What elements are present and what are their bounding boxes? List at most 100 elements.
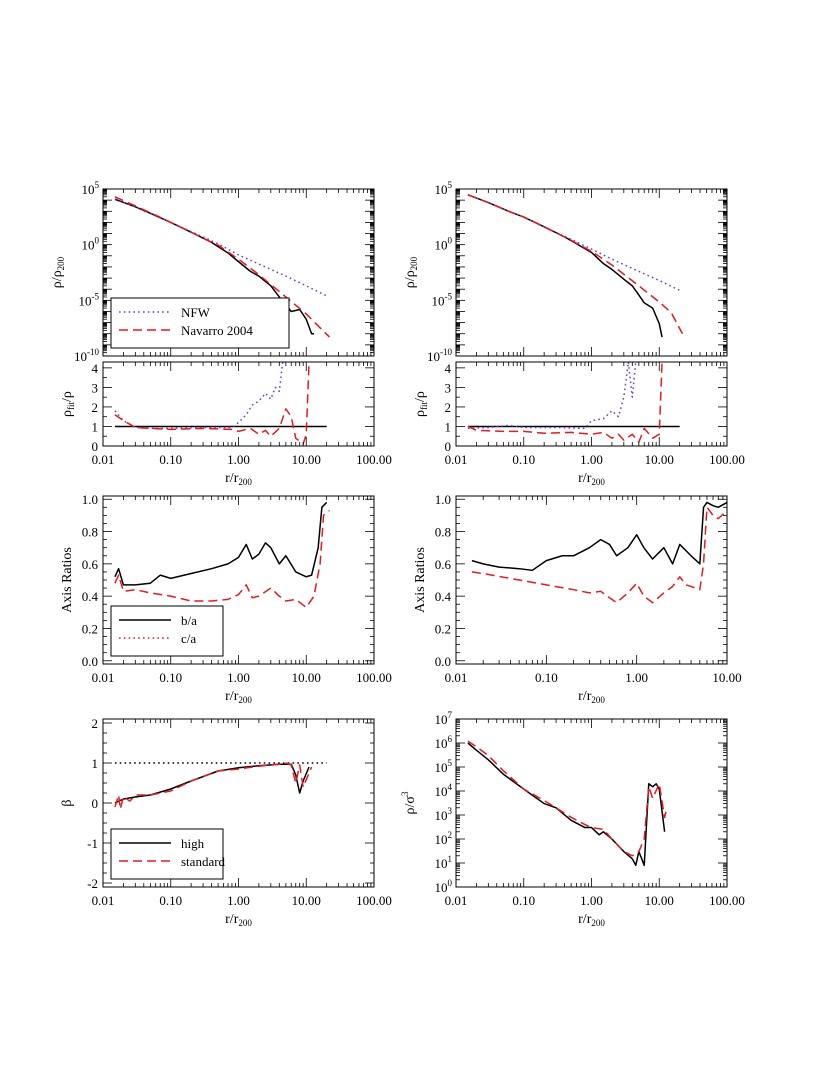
y-tick-label: 0 [92, 796, 99, 811]
y-tick-label: 4 [445, 361, 452, 376]
y-tick-label: 1.0 [82, 492, 98, 507]
y-tick-label: 4 [92, 361, 99, 376]
y-tick-label: 0.4 [435, 589, 452, 604]
y-tick-label: -1 [87, 836, 98, 851]
x-tick-label: 1.00 [227, 893, 250, 908]
series-group [114, 762, 327, 810]
ticks [102, 719, 375, 887]
y-tick-label: 100 [435, 878, 453, 895]
x-tick-label: 100.00 [709, 452, 745, 467]
x-axis-label: r/r200 [578, 471, 605, 487]
y-tick-label: 105 [435, 758, 453, 775]
panel-p6: 0.01 0.10 1.00 10.00 0.0 0.2 0.4 0.6 0.8 1.0 r/r20… [413, 492, 742, 705]
ticks [102, 496, 375, 664]
y-axis-label: ρfit/ρ [60, 391, 76, 417]
x-axis-label: r/r200 [225, 689, 252, 705]
y-tick-label: 3 [445, 380, 452, 395]
panel-p8: 0.01 0.10 1.00 10.00 100.00 107 106 105 104 103 10… [400, 710, 745, 928]
y-tick-label: 0.8 [435, 525, 451, 540]
series-line-1 [114, 509, 330, 609]
series-line-2 [114, 362, 310, 445]
ticks [455, 496, 728, 664]
x-tick-label: 0.10 [535, 670, 558, 685]
x-tick-label: 10.00 [712, 670, 741, 685]
legend: high standard [110, 828, 226, 880]
panel-p4: 0.01 0.10 1.00 10.00 100.00 0 1 2 3 4 r/r200 ρfit/ρ [413, 361, 745, 487]
series-group [467, 194, 684, 338]
x-tick-label: 10.00 [292, 452, 321, 467]
ticks [455, 362, 728, 447]
y-tick-label: 10-10 [74, 347, 99, 364]
x-tick-label: 100.00 [356, 670, 392, 685]
y-tick-label: 2 [445, 400, 452, 415]
x-tick-label: 0.01 [92, 452, 115, 467]
legend-box [110, 828, 224, 880]
series-group [471, 501, 727, 604]
x-tick-label: 0.01 [92, 893, 115, 908]
legend-label: c/a [181, 631, 196, 646]
legend-label: NFW [181, 305, 211, 320]
ticks [455, 188, 728, 357]
plot-frame [455, 495, 728, 665]
series-line-0 [471, 501, 727, 572]
y-tick-label: 3 [92, 380, 99, 395]
x-axis-label: r/r200 [578, 689, 605, 705]
series-line-2 [114, 762, 313, 810]
x-tick-label: 0.10 [159, 893, 182, 908]
y-tick-label: 102 [435, 830, 453, 847]
plot-frame [455, 718, 728, 888]
legend: b/a c/a [110, 605, 224, 657]
y-tick-label: 1 [92, 756, 99, 771]
legend-label: standard [181, 854, 226, 869]
legend: NFW Navarro 2004 [110, 297, 290, 349]
y-tick-label: 0.6 [435, 557, 452, 572]
series-line-2 [467, 362, 663, 443]
x-tick-label: 1.00 [227, 452, 250, 467]
y-tick-label: 104 [435, 782, 453, 799]
x-tick-label: 0.10 [159, 670, 182, 685]
y-tick-label: 103 [435, 806, 453, 823]
y-tick-label: 0 [92, 439, 99, 454]
series-group [114, 362, 327, 445]
y-axis-label: ρ/ρ200 [403, 256, 419, 288]
x-tick-label: 0.10 [512, 893, 535, 908]
y-tick-label: 1 [92, 419, 99, 434]
x-axis-label: r/r200 [225, 471, 252, 487]
y-tick-label: 0.2 [82, 621, 98, 636]
x-axis-label: r/r200 [578, 912, 605, 928]
x-tick-label: 1.00 [580, 893, 603, 908]
x-tick-label: 0.01 [445, 893, 468, 908]
legend-box [110, 605, 224, 657]
legend-label: high [181, 836, 205, 851]
legend-label: Navarro 2004 [181, 323, 253, 338]
y-tick-label: 10-5 [432, 291, 453, 308]
x-tick-label: 0.10 [512, 452, 535, 467]
y-tick-label: 1.0 [435, 492, 451, 507]
y-tick-label: 101 [435, 854, 453, 871]
x-tick-label: 100.00 [709, 893, 745, 908]
y-tick-label: 0.0 [435, 654, 451, 669]
y-tick-label: 105 [435, 180, 453, 197]
legend-label: b/a [181, 613, 197, 628]
plot-frame [455, 188, 728, 357]
y-tick-label: 0.0 [82, 654, 98, 669]
x-tick-label: 10.00 [292, 893, 321, 908]
series-group [467, 362, 680, 443]
series-line-1 [467, 362, 637, 430]
panel-p7: 0.01 0.10 1.00 10.00 100.00 2 1 0 -1 -2 r/r200 β hig… [60, 716, 392, 928]
x-tick-label: 10.00 [292, 670, 321, 685]
x-tick-label: 1.00 [227, 670, 250, 685]
plot-frame [455, 361, 728, 447]
x-tick-label: 0.01 [92, 670, 115, 685]
x-tick-label: 0.01 [445, 670, 468, 685]
panel-p5: 0.01 0.10 1.00 10.00 100.00 0.0 0.2 0.4 0.6 0.8 1.… [60, 492, 392, 705]
panel-p3: 105 100 10-5 10-10 ρ/ρ200 [403, 180, 728, 364]
ticks [102, 362, 375, 447]
y-tick-label: 105 [82, 180, 100, 197]
x-tick-label: 10.00 [645, 893, 674, 908]
series-line-1 [114, 362, 284, 430]
x-tick-label: 10.00 [645, 452, 674, 467]
ticks [102, 188, 375, 357]
panel-p1: 105 100 10-5 10-10 ρ/ρ200 NFW Navarro 2004 [50, 180, 375, 364]
